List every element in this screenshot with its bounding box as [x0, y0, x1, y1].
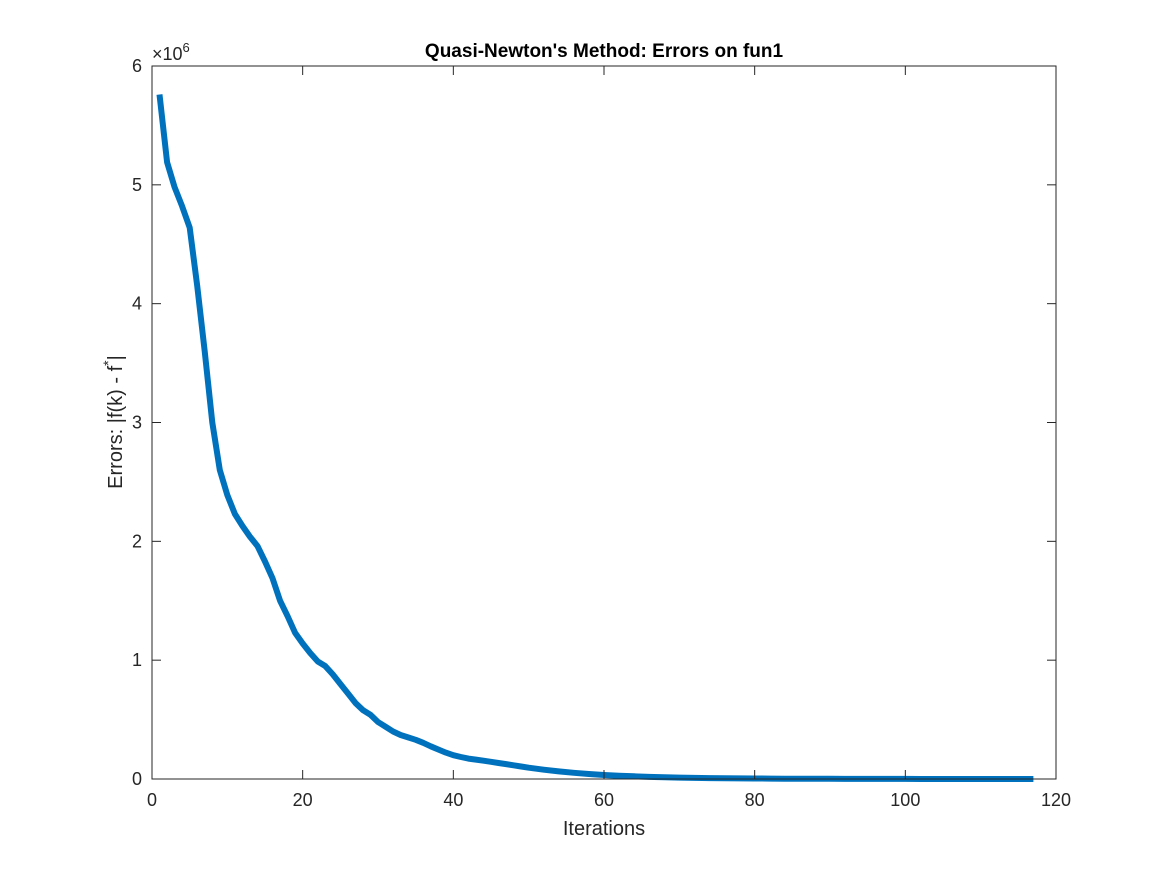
plot-area: [152, 66, 1056, 779]
x-tick-label: 60: [594, 790, 614, 810]
y-tick-label: 6: [132, 56, 142, 76]
y-multiplier-exponent: 6: [183, 40, 190, 55]
y-axis-title-main: Errors: |f(k) - f: [105, 365, 127, 488]
y-axis-title: Errors: |f(k) - f*|: [100, 355, 127, 489]
ticks-layer: [151, 65, 1057, 780]
y-tick-label: 1: [132, 650, 142, 670]
x-axis-title: Iterations: [563, 818, 645, 840]
tick-labels-layer: 0 20 40 60 80 100 120 0 1 2 3 4 5 6: [132, 56, 1071, 810]
y-multiplier: ×106: [152, 40, 190, 64]
x-tick-label: 40: [443, 790, 463, 810]
chart-title: Quasi-Newton's Method: Errors on fun1: [425, 41, 784, 62]
x-tick-label: 120: [1041, 790, 1071, 810]
y-multiplier-base: ×10: [152, 44, 183, 64]
y-tick-label: 0: [132, 769, 142, 789]
x-tick-label: 0: [147, 790, 157, 810]
y-tick-label: 2: [132, 531, 142, 551]
y-axis-title-superscript: *: [100, 360, 116, 366]
y-tick-label: 4: [132, 294, 142, 314]
x-tick-label: 100: [890, 790, 920, 810]
y-tick-label: 3: [132, 413, 142, 433]
x-tick-label: 20: [293, 790, 313, 810]
y-tick-label: 5: [132, 175, 142, 195]
y-axis-title-tail: |: [105, 355, 127, 360]
x-tick-label: 80: [745, 790, 765, 810]
